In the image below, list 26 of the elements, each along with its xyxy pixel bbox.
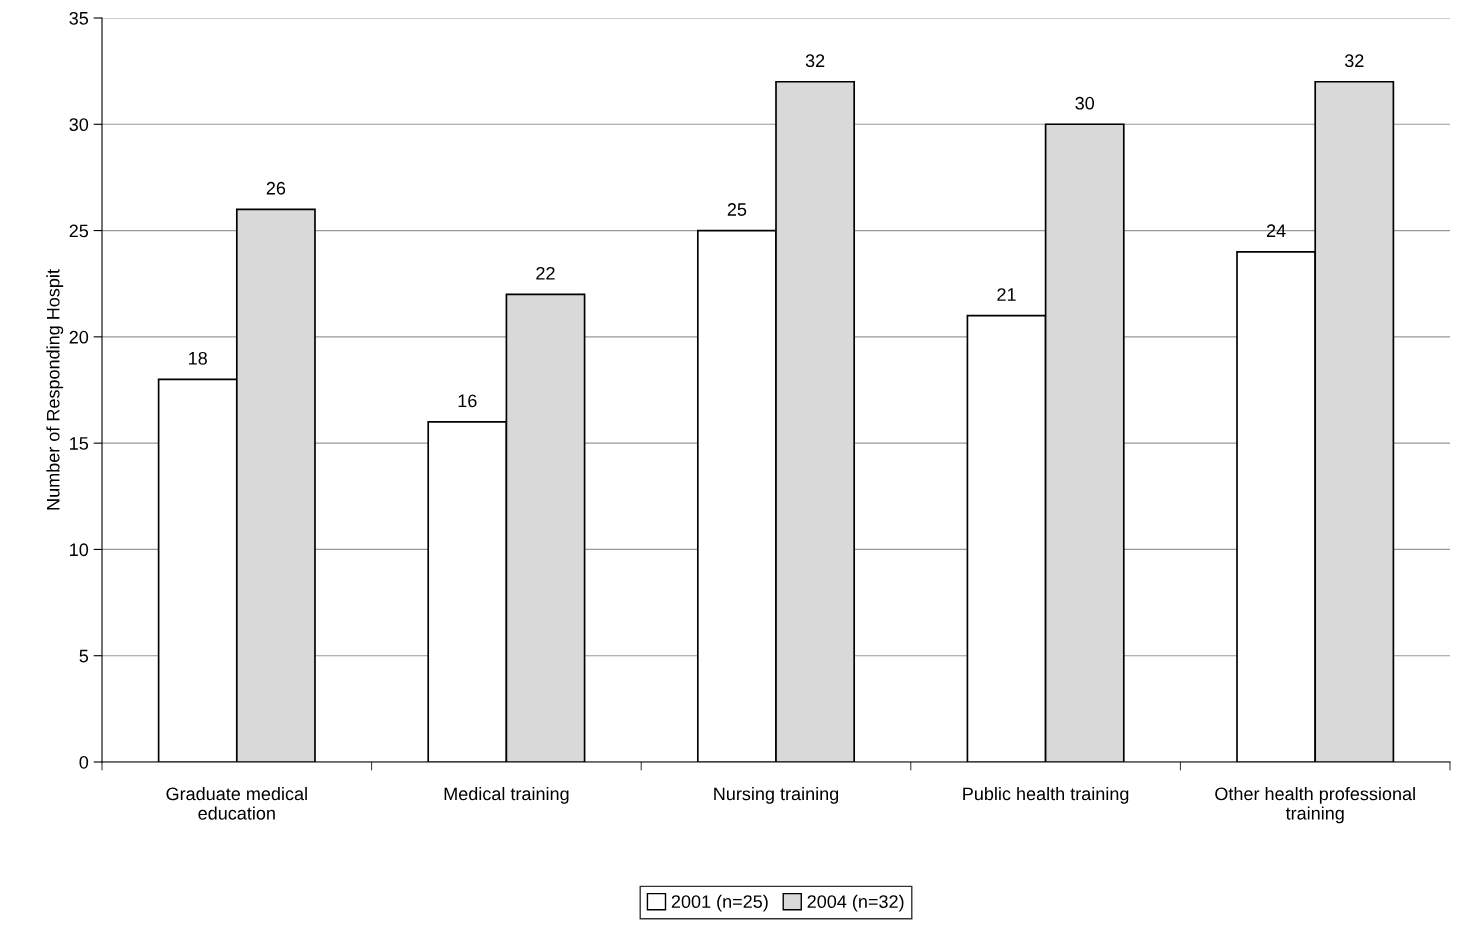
legend-label: 2001 (n=25) (671, 894, 768, 912)
y-tick-label: 5 (79, 649, 89, 663)
data-label: 30 (1075, 96, 1095, 110)
data-label: 18 (189, 351, 207, 365)
y-tick-label: 0 (79, 755, 89, 769)
x-tick-label: Nursing training (714, 787, 839, 804)
x-tick-label: Other health professional training (1215, 787, 1415, 824)
data-label: 25 (727, 203, 747, 216)
x-tick-label: Public health training (963, 787, 1129, 804)
data-label: 32 (1344, 54, 1364, 68)
data-label: 16 (458, 394, 477, 408)
data-label: 26 (266, 181, 286, 195)
data-label: 24 (1266, 224, 1286, 237)
y-tick-label: 30 (69, 118, 89, 132)
y-tick-label: 35 (69, 11, 89, 25)
y-tick-label: 15 (70, 437, 89, 450)
y-tick-label: 10 (70, 543, 89, 557)
data-label: 21 (997, 288, 1016, 301)
data-label: 32 (805, 54, 825, 68)
y-tick-label: 20 (69, 330, 89, 344)
y-tick-label: 25 (69, 224, 89, 238)
x-tick-label: Medical training (444, 787, 569, 804)
data-label: 22 (536, 266, 555, 280)
legend-label: 2004 (n=32) (807, 894, 904, 912)
x-tick-label: Graduate medical education (166, 787, 307, 820)
y-axis-title: Number of Responding Hospit (46, 269, 64, 510)
